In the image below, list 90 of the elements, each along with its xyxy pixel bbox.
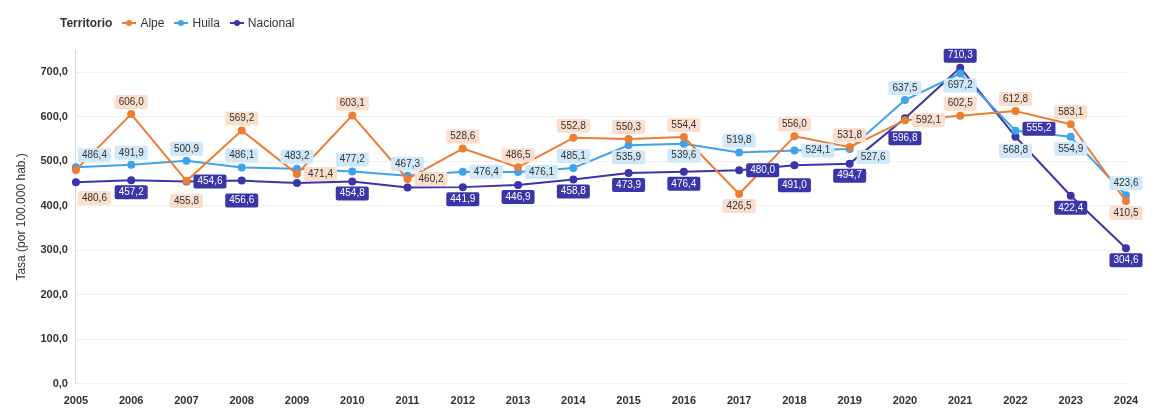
data-label: 494,7: [837, 169, 863, 181]
data-label: 480,6: [81, 191, 108, 203]
data-label: 491,9: [118, 146, 145, 158]
data-label: 710,3: [947, 49, 974, 61]
data-label: 539,6: [671, 149, 697, 161]
x-tick-label: 2023: [1058, 394, 1083, 407]
x-tick-label: 2013: [505, 394, 531, 407]
data-label: 603,1: [339, 97, 366, 109]
data-label: 697,2: [947, 79, 974, 91]
x-tick-label: 2016: [671, 394, 697, 407]
data-label: 554,4: [671, 118, 697, 130]
data-label: 606,0: [118, 95, 145, 107]
y-tick-label: 500,0: [40, 154, 68, 167]
data-label: 535,9: [616, 151, 642, 163]
x-tick-label: 2008: [229, 394, 254, 407]
data-label: 596,8: [892, 131, 918, 143]
data-label: 491,0: [781, 179, 808, 191]
data-label: 583,1: [1058, 106, 1084, 118]
y-axis-title: Tasa (por 100.000 hab.): [13, 153, 28, 281]
data-label: 457,2: [118, 186, 145, 198]
data-label: 423,6: [1113, 177, 1139, 189]
y-tick-label: 0,0: [52, 376, 68, 389]
data-label: 304,6: [1113, 253, 1139, 265]
data-label: 441,9: [450, 192, 476, 204]
data-label: 476,4: [671, 177, 697, 189]
data-label: 524,1: [805, 144, 831, 156]
x-tick-label: 2020: [892, 394, 918, 407]
data-label: 480,0: [750, 163, 776, 175]
x-tick-label: 2012: [450, 394, 476, 407]
x-tick-label: 2010: [340, 394, 365, 407]
data-label: 455,8: [173, 194, 200, 206]
data-label: 527,6: [860, 150, 887, 162]
x-tick-label: 2021: [947, 394, 973, 407]
x-tick-label: 2011: [395, 394, 420, 407]
x-tick-label: 2014: [561, 394, 587, 407]
data-label: 568,8: [1002, 144, 1029, 156]
data-label: 550,3: [616, 120, 642, 132]
y-tick-label: 700,0: [40, 65, 68, 78]
legend-label: Alpe: [140, 16, 165, 30]
x-tick-label: 2017: [726, 394, 752, 407]
x-tick-label: 2007: [174, 394, 199, 407]
data-label: 569,2: [229, 112, 255, 124]
y-tick-label: 200,0: [40, 287, 68, 300]
data-label: 637,5: [892, 81, 918, 93]
data-label: 486,4: [81, 149, 108, 161]
legend-title: Territorio: [60, 16, 113, 30]
x-tick-label: 2006: [118, 394, 144, 407]
data-label: 612,8: [1002, 92, 1029, 104]
data-label: 473,9: [616, 178, 642, 190]
y-tick-label: 300,0: [40, 243, 68, 256]
data-label: 519,8: [726, 134, 753, 146]
data-label: 456,6: [229, 194, 255, 206]
x-tick-label: 2019: [837, 394, 862, 407]
x-tick-label: 2024: [1113, 394, 1140, 407]
data-label: 554,9: [1058, 142, 1084, 154]
data-label: 531,8: [837, 128, 863, 140]
data-label: 458,8: [560, 185, 587, 197]
data-label: 592,1: [915, 114, 942, 126]
data-label: 500,9: [173, 142, 200, 154]
legend-label: Nacional: [247, 16, 295, 30]
y-tick-label: 100,0: [40, 332, 68, 345]
data-label: 454,8: [339, 187, 366, 199]
x-tick-label: 2018: [782, 394, 807, 407]
data-label: 471,4: [307, 167, 334, 179]
y-tick-label: 600,0: [40, 109, 68, 122]
x-tick-label: 2015: [616, 394, 641, 407]
x-tick-label: 2009: [284, 394, 310, 407]
x-tick-label: 2022: [1003, 394, 1028, 407]
data-label: 485,1: [560, 149, 587, 161]
legend-label: Huila: [192, 16, 220, 30]
data-label: 454,6: [197, 175, 223, 187]
data-label: 486,5: [505, 149, 532, 161]
data-label: 602,5: [947, 97, 974, 109]
x-tick-label: 2005: [63, 394, 89, 407]
data-label: 476,1: [529, 165, 555, 177]
data-label: 410,5: [1113, 206, 1139, 218]
data-label: 555,2: [1026, 122, 1052, 134]
data-label: 426,5: [726, 199, 753, 211]
data-label: 467,3: [395, 157, 421, 169]
data-label: 552,8: [560, 119, 587, 131]
y-tick-label: 400,0: [40, 198, 68, 211]
data-label: 446,9: [505, 190, 532, 202]
data-label: 483,2: [284, 150, 310, 162]
data-label: 460,2: [418, 172, 444, 184]
data-label: 422,4: [1058, 201, 1084, 213]
data-label: 528,6: [450, 130, 476, 142]
data-label: 476,4: [473, 165, 500, 177]
data-label: 477,2: [339, 153, 366, 165]
data-label: 486,1: [229, 149, 255, 161]
data-label: 556,0: [781, 118, 808, 130]
